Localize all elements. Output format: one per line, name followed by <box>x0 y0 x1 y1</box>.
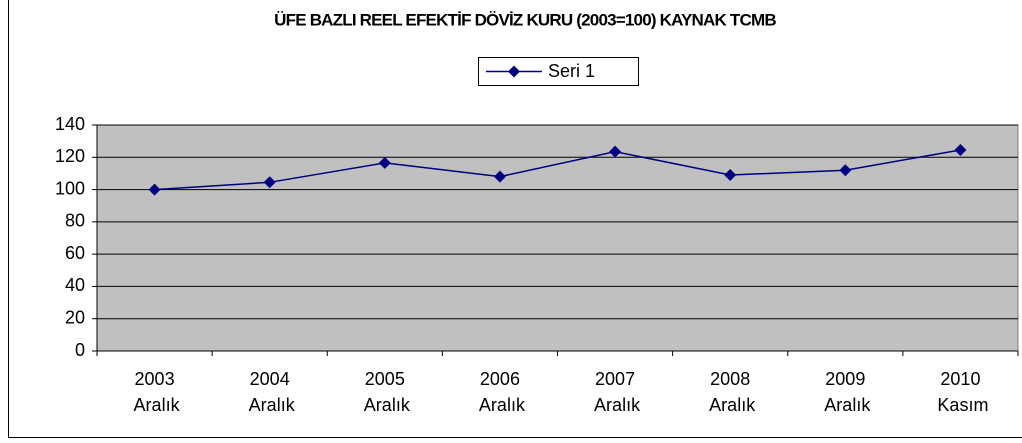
plot-area <box>96 124 1019 352</box>
point <box>954 144 967 157</box>
series-line <box>154 149 961 191</box>
point <box>609 145 622 158</box>
y-tick-label: 140 <box>55 114 85 134</box>
x-tick-label: 2005 Aralık <box>360 369 411 415</box>
point <box>263 176 276 189</box>
legend-label: Seri 1 <box>548 61 595 81</box>
x-tick-label: 2008 Aralık <box>705 369 756 415</box>
x-tick-label: 2007 Aralık <box>590 369 641 415</box>
point <box>378 156 391 169</box>
legend-marker <box>508 65 520 78</box>
y-tick-label: 80 <box>65 211 85 231</box>
y-tick-label: 40 <box>65 275 85 295</box>
x-tick-label: 2010 Kasım <box>932 369 988 415</box>
chart-title: ÜFE BAZLI REEL EFEKTİF DÖVİZ KURU (2003=… <box>274 10 776 29</box>
y-tick-label: 60 <box>65 243 85 263</box>
x-tick-label: 2006 Aralık <box>475 369 526 415</box>
y-tick-label: 0 <box>75 340 85 360</box>
x-tick-label: 2003 Aralık <box>130 369 181 415</box>
y-tick-label: 100 <box>55 178 85 198</box>
point <box>724 169 737 182</box>
y-tick-label: 120 <box>55 146 85 166</box>
x-tick-label: 2004 Aralık <box>245 369 296 415</box>
y-tick-label: 20 <box>65 307 85 327</box>
x-tick-label: 2009 Aralık <box>820 369 871 415</box>
point <box>493 170 506 183</box>
point <box>148 183 161 196</box>
point <box>839 164 852 177</box>
